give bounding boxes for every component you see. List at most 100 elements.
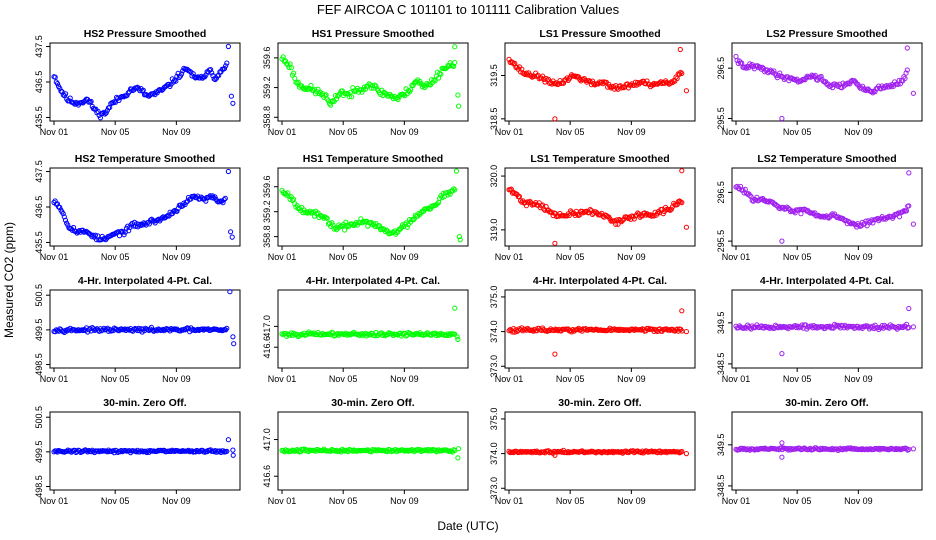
data-point [828,447,834,453]
data-point [631,82,637,88]
outlier-point [227,289,233,295]
data-point [429,448,435,454]
data-point [847,81,853,87]
x-tick-label: Nov 09 [844,127,873,137]
data-point [223,63,229,69]
plot-frame [731,411,923,491]
data-point [734,57,740,64]
data-point [155,88,161,94]
data-point [349,94,355,100]
data-point [383,227,389,233]
data-point [168,326,174,332]
panel-title: 4-Hr. Interpolated 4-Pt. Cal. [306,275,440,287]
data-point [185,447,192,453]
data-point [903,70,909,76]
data-point [440,190,446,196]
data-point [401,91,407,98]
data-point [576,74,582,80]
panel-title: HS1 Pressure Smoothed [312,28,435,40]
data-point [160,214,166,220]
data-point [519,199,525,205]
y-tick-label: 374.0 [489,320,499,343]
data-point [804,73,810,79]
outlier-point [779,351,785,357]
y-tick-label: 358.8 [262,106,272,129]
x-tick-label: Nov 01 [40,127,69,137]
data-point [529,74,535,80]
x-tick-label: Nov 05 [101,127,130,137]
data-point [566,212,572,219]
data-point [90,448,97,454]
figure-xlabel: Date (UTC) [437,519,498,533]
data-point [292,331,298,337]
y-tick-label: 417.0 [262,428,272,451]
data-point [395,96,401,103]
data-point [332,93,338,99]
data-point [220,448,226,454]
y-tick-label: 374.0 [489,442,499,465]
y-tick-label: 359.6 [262,175,272,198]
outlier-point [229,234,235,240]
x-tick-label: Nov 01 [722,496,751,506]
outlier-point [453,168,459,174]
data-point [549,81,555,87]
data-point [117,449,123,455]
x-tick-label: Nov 09 [617,127,646,137]
data-point [644,448,650,454]
x-tick-label: Nov 05 [329,496,358,506]
data-point [765,324,772,330]
chart-panel: HS1 Temperature Smoothed Nov 01 Nov 05 Nov … [262,153,469,262]
data-point [359,89,365,95]
x-tick-label: Nov 01 [722,252,751,262]
data-point [54,81,61,87]
x-tick-label: Nov 09 [162,252,191,262]
panel-title: 30-min. Zero Off. [785,397,869,409]
data-point [333,447,340,453]
x-tick-label: Nov 01 [268,252,297,262]
chart-panel: 30-min. Zero Off. Nov 01 Nov 05 Nov 09 373.0… [489,397,696,506]
outlier-point [683,224,690,230]
data-point [413,447,420,453]
y-tick-label: 416.6 [262,465,272,488]
x-tick-label: Nov 05 [783,252,812,262]
data-point [667,207,673,213]
plot-frame [731,42,923,122]
data-point [159,327,165,333]
x-tick-label: Nov 09 [617,496,646,506]
outlier-point [456,234,462,240]
x-tick-label: Nov 01 [495,374,524,384]
y-tick-label: 359.2 [262,200,272,223]
outlier-point [230,447,236,453]
data-point [792,76,798,82]
data-point [224,60,230,66]
outlier-point [230,334,236,340]
y-tick-label: 500.5 [34,284,44,307]
outlier-point [456,446,462,452]
data-point [284,61,290,67]
data-point [381,331,387,337]
data-point [785,205,791,211]
data-point [71,100,77,106]
plot-frame [49,289,241,369]
x-tick-label: Nov 05 [556,127,585,137]
x-tick-label: Nov 05 [556,496,585,506]
x-tick-label: Nov 09 [390,496,419,506]
data-point [668,206,675,212]
y-tick-label: 498.5 [34,475,44,498]
data-point [143,448,149,454]
outlier-point [910,90,917,96]
data-point [798,211,804,217]
data-point [605,450,611,456]
outlier-point [683,329,690,335]
outlier-point [910,446,917,452]
outlier-point [455,336,461,342]
data-point [137,449,143,455]
data-point [759,64,766,70]
plot-frame [504,411,696,491]
data-point [674,75,680,82]
outlier-point [552,452,558,458]
data-point [179,71,185,77]
y-tick-label: 295.5 [716,230,726,253]
data-point [329,220,335,226]
plot-frame [504,42,696,122]
